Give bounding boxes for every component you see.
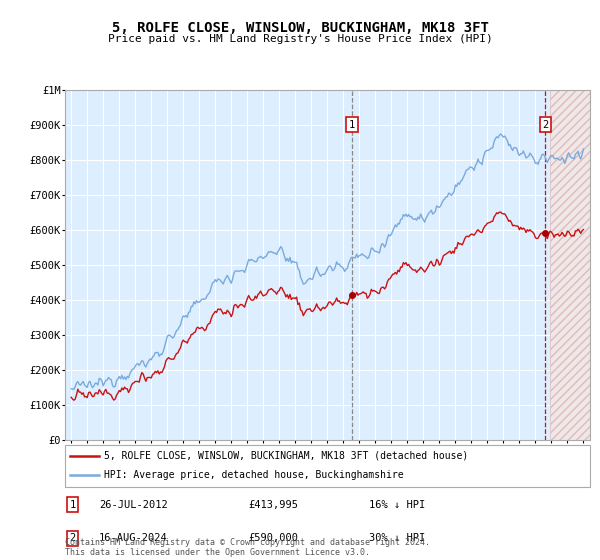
- Text: 16-AUG-2024: 16-AUG-2024: [99, 533, 167, 543]
- Bar: [550, 55, 592, 440]
- Text: Price paid vs. HM Land Registry's House Price Index (HPI): Price paid vs. HM Land Registry's House …: [107, 34, 493, 44]
- Text: 5, ROLFE CLOSE, WINSLOW, BUCKINGHAM, MK18 3FT: 5, ROLFE CLOSE, WINSLOW, BUCKINGHAM, MK1…: [112, 21, 488, 35]
- Text: 16% ↓ HPI: 16% ↓ HPI: [370, 500, 425, 510]
- Text: 5, ROLFE CLOSE, WINSLOW, BUCKINGHAM, MK18 3FT (detached house): 5, ROLFE CLOSE, WINSLOW, BUCKINGHAM, MK1…: [104, 451, 469, 461]
- Text: HPI: Average price, detached house, Buckinghamshire: HPI: Average price, detached house, Buck…: [104, 470, 404, 480]
- Text: 2: 2: [542, 120, 548, 129]
- Text: 1: 1: [70, 500, 76, 510]
- Text: 2: 2: [70, 533, 76, 543]
- Text: 1: 1: [349, 120, 355, 129]
- Text: £590,000: £590,000: [248, 533, 299, 543]
- Text: £413,995: £413,995: [248, 500, 299, 510]
- Text: 30% ↓ HPI: 30% ↓ HPI: [370, 533, 425, 543]
- Text: 26-JUL-2012: 26-JUL-2012: [99, 500, 167, 510]
- Text: Contains HM Land Registry data © Crown copyright and database right 2024.
This d: Contains HM Land Registry data © Crown c…: [65, 538, 430, 557]
- FancyBboxPatch shape: [65, 445, 590, 487]
